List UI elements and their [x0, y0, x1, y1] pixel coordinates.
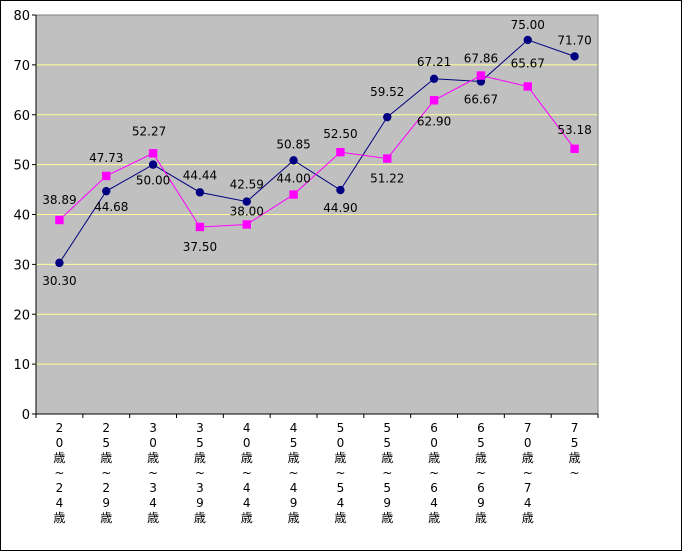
- series-1-point: [148, 160, 158, 169]
- series-2-data-label: 51.22: [370, 172, 404, 186]
- y-tick-label: 20: [13, 308, 30, 323]
- series-2-point: [55, 215, 64, 225]
- series-2-point: [429, 96, 439, 105]
- series-1-data-label: 44.90: [323, 201, 357, 215]
- series-2-data-label: 38.00: [230, 204, 264, 218]
- series-2-data-label: 52.27: [132, 124, 166, 138]
- series-1-data-label: 42.59: [230, 178, 264, 192]
- series-1-point: [102, 186, 111, 196]
- x-tick-label: 2 0 歳~ 2 4 歳: [53, 421, 65, 525]
- series-1-data-label: 59.52: [370, 85, 404, 99]
- series-1-line: [58, 39, 575, 264]
- series-2-point: [195, 222, 205, 232]
- series-2-data-label: 47.73: [89, 151, 123, 165]
- x-tick-label: 6 0 歳~ 6 4 歳: [428, 421, 440, 525]
- x-tick-label: 3 5 歳~ 3 9 歳: [194, 421, 206, 525]
- y-tick-label: 0: [22, 408, 30, 423]
- series-2-point: [242, 220, 251, 229]
- series-1-data-label: 44.44: [183, 168, 217, 182]
- series-2-point: [383, 154, 392, 163]
- series-2-point: [102, 171, 111, 181]
- series-1-point: [429, 74, 439, 83]
- y-tick-label: 80: [13, 9, 30, 24]
- x-tick-label: 7 5 歳~: [569, 421, 581, 480]
- y-tick-label: 10: [13, 358, 30, 373]
- x-tick-label: 7 0 歳~ 7 4 歳: [522, 421, 534, 525]
- x-tick-label: 4 5 歳~ 4 9 歳: [288, 421, 300, 525]
- series-2-point: [336, 147, 345, 157]
- x-tick-label: 2 5 歳~ 2 9 歳: [100, 421, 112, 525]
- series-1-data-label: 50.00: [136, 174, 170, 188]
- series-1-point: [242, 197, 251, 206]
- series-2-data-label: 67.86: [464, 52, 498, 66]
- x-tick-label: 4 0 歳~ 4 4 歳: [241, 421, 253, 525]
- series-1-data-label: 30.30: [42, 274, 76, 288]
- series-2-point: [289, 190, 298, 199]
- y-tick-label: 70: [13, 59, 30, 74]
- series-2-point: [523, 82, 532, 91]
- series-2-point: [570, 144, 579, 153]
- series-2-data-label: 65.67: [511, 56, 545, 70]
- series-1-point: [570, 52, 579, 61]
- series-1-point: [523, 35, 532, 45]
- x-tick-label: 5 5 歳~ 5 9 歳: [381, 421, 393, 525]
- series-1-data-label: 66.67: [464, 92, 498, 106]
- series-2-data-label: 37.50: [183, 240, 217, 254]
- y-tick-label: 60: [13, 109, 30, 124]
- y-tick-label: 30: [13, 258, 30, 273]
- x-tick-label: 5 0 歳~ 5 4 歳: [334, 421, 346, 525]
- series-2-data-label: 44.00: [276, 172, 310, 186]
- series-2-point: [148, 149, 158, 158]
- series-2-point: [476, 71, 486, 80]
- series-1-data-label: 75.00: [511, 18, 545, 32]
- series-2-data-label: 52.50: [323, 127, 357, 141]
- series-1-point: [336, 185, 345, 195]
- series-1-point: [195, 188, 205, 197]
- series-1-data-label: 71.70: [557, 33, 591, 47]
- series-1-point: [383, 112, 392, 122]
- series-1-point: [55, 258, 64, 268]
- series-2-data-label: 62.90: [417, 114, 451, 128]
- series-2-data-label: 53.18: [557, 123, 591, 137]
- series-1-data-label: 67.21: [417, 55, 451, 69]
- series-2-line: [59, 75, 575, 228]
- x-tick-label: 6 5 歳~ 6 9 歳: [475, 421, 487, 525]
- y-tick-label: 40: [13, 209, 30, 224]
- series-1-data-label: 44.68: [94, 200, 128, 214]
- series-1-point: [289, 156, 298, 165]
- series-2-data-label: 38.89: [42, 193, 76, 207]
- x-tick-label: 3 0 歳~ 3 4 歳: [147, 421, 159, 525]
- y-tick-label: 50: [13, 159, 30, 174]
- series-1-data-label: 50.85: [276, 137, 310, 151]
